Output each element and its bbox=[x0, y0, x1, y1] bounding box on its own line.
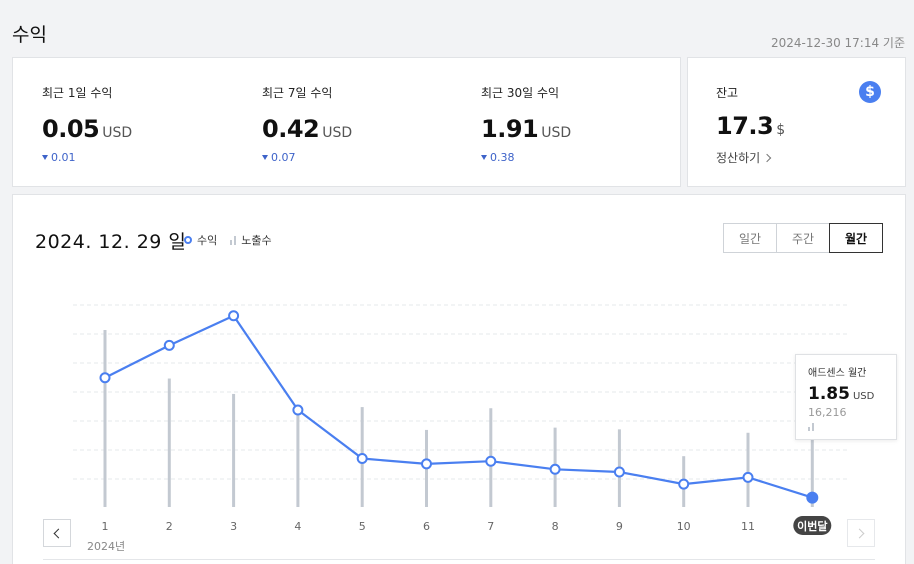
x-tick-label: 11 bbox=[741, 520, 755, 533]
x-tick-label: 3 bbox=[230, 520, 237, 533]
revenue-point bbox=[228, 310, 240, 322]
impressions-bar bbox=[296, 408, 300, 507]
impressions-bar bbox=[103, 330, 107, 507]
x-tick-label: 10 bbox=[677, 520, 691, 533]
stat-label: 최근 30일 수익 bbox=[481, 86, 560, 100]
chevron-left-icon bbox=[53, 528, 64, 538]
stat-7day: 최근 7일 수익 0.42 USD 0.07 bbox=[262, 84, 352, 164]
impressions-bar bbox=[167, 378, 171, 507]
stat-change-value: 0.38 bbox=[490, 151, 515, 164]
stat-value: 0.05 bbox=[42, 115, 100, 143]
tab-daily[interactable]: 일간 bbox=[723, 223, 777, 253]
stat-change: 0.38 bbox=[481, 151, 571, 164]
tooltip-unit: USD bbox=[852, 391, 875, 402]
chart-tooltip: 애드센스 월간 1.85 USD 16,216 bbox=[795, 354, 897, 440]
period-tabs: 일간 주간 월간 bbox=[723, 223, 883, 253]
tab-weekly[interactable]: 주간 bbox=[776, 223, 830, 253]
current-month-badge bbox=[793, 516, 832, 535]
settle-link[interactable]: 정산하기 bbox=[716, 149, 772, 166]
impressions-bar bbox=[232, 393, 236, 507]
tab-monthly[interactable]: 월간 bbox=[829, 223, 883, 253]
chevron-right-icon bbox=[762, 153, 772, 162]
legend-revenue-marker bbox=[184, 236, 192, 244]
divider bbox=[43, 559, 875, 560]
revenue-point bbox=[99, 372, 111, 384]
stat-change-value: 0.01 bbox=[51, 151, 76, 164]
revenue-chart-card: 1 2 3 4 5 6 7 8 9 10 11 이번달 2024. 12. 29 일 수익 노출수 일… bbox=[12, 194, 906, 564]
revenue-point bbox=[678, 478, 690, 490]
revenue-summary-card: 최근 1일 수익 0.05 USD 0.01 최근 7일 수익 0.42 USD… bbox=[12, 57, 681, 187]
revenue-point bbox=[742, 471, 754, 483]
revenue-point bbox=[806, 491, 819, 504]
revenue-chart: 1 2 3 4 5 6 7 8 9 10 11 이번달 bbox=[73, 304, 847, 535]
legend-impressions-marker bbox=[230, 235, 237, 245]
x-tick-label: 이번달 bbox=[797, 519, 827, 533]
stat-change: 0.01 bbox=[42, 151, 132, 164]
revenue-point bbox=[613, 466, 625, 478]
stat-change: 0.07 bbox=[262, 151, 352, 164]
settle-label: 정산하기 bbox=[716, 151, 761, 165]
x-tick-label: 2 bbox=[166, 520, 173, 533]
stat-unit: USD bbox=[322, 125, 353, 141]
tooltip-value: 1.85 bbox=[808, 384, 850, 404]
triangle-down-icon bbox=[262, 155, 268, 160]
revenue-point bbox=[356, 453, 368, 465]
year-label: 2024년 bbox=[87, 540, 126, 553]
stat-value: 0.42 bbox=[262, 115, 320, 143]
revenue-point bbox=[485, 455, 497, 467]
next-button[interactable] bbox=[847, 519, 875, 547]
dollar-icon: $ bbox=[859, 81, 881, 103]
tooltip-title: 애드센스 월간 bbox=[808, 368, 867, 379]
stat-label: 최근 1일 수익 bbox=[42, 86, 113, 100]
revenue-point bbox=[421, 458, 432, 470]
tooltip-impressions: 16,216 bbox=[808, 406, 847, 419]
x-tick-label: 9 bbox=[616, 520, 623, 533]
x-tick-label: 6 bbox=[423, 520, 430, 533]
balance-unit: $ bbox=[776, 122, 786, 138]
balance-card: 잔고 $ 17.3 $ 정산하기 bbox=[687, 57, 906, 187]
impressions-bar bbox=[746, 432, 750, 507]
stat-label: 최근 7일 수익 bbox=[262, 86, 333, 100]
bar-chart-icon bbox=[808, 423, 884, 431]
triangle-down-icon bbox=[481, 155, 487, 160]
prev-button[interactable] bbox=[43, 519, 71, 547]
x-tick-label: 1 bbox=[102, 520, 109, 533]
stat-unit: USD bbox=[102, 125, 133, 141]
revenue-point bbox=[549, 463, 561, 475]
chart-date: 2024. 12. 29 일 bbox=[35, 231, 187, 253]
stat-unit: USD bbox=[541, 125, 572, 141]
updated-timestamp: 2024-12-30 17:14 기준 bbox=[770, 36, 905, 50]
chevron-right-icon bbox=[854, 528, 865, 538]
balance-value: 17.3 bbox=[716, 112, 774, 140]
x-tick-label: 4 bbox=[294, 520, 301, 533]
triangle-down-icon bbox=[42, 155, 48, 160]
revenue-line bbox=[104, 314, 813, 499]
stat-1day: 최근 1일 수익 0.05 USD 0.01 bbox=[42, 84, 132, 164]
stat-value: 1.91 bbox=[481, 115, 539, 143]
stat-change-value: 0.07 bbox=[271, 151, 296, 164]
revenue-point bbox=[292, 404, 304, 416]
stat-30day: 최근 30일 수익 1.91 USD 0.38 bbox=[481, 84, 571, 164]
legend-revenue-label: 수익 bbox=[197, 234, 218, 247]
chart-legend: 수익 노출수 bbox=[184, 232, 272, 248]
balance-label: 잔고 bbox=[716, 86, 739, 100]
revenue-point bbox=[163, 339, 175, 351]
impressions-bar bbox=[810, 414, 814, 507]
x-tick-label: 7 bbox=[487, 520, 494, 533]
x-tick-label: 8 bbox=[552, 520, 559, 533]
x-tick-label: 5 bbox=[359, 520, 366, 533]
page-title: 수익 bbox=[12, 24, 47, 46]
legend-impressions-label: 노출수 bbox=[241, 234, 272, 247]
